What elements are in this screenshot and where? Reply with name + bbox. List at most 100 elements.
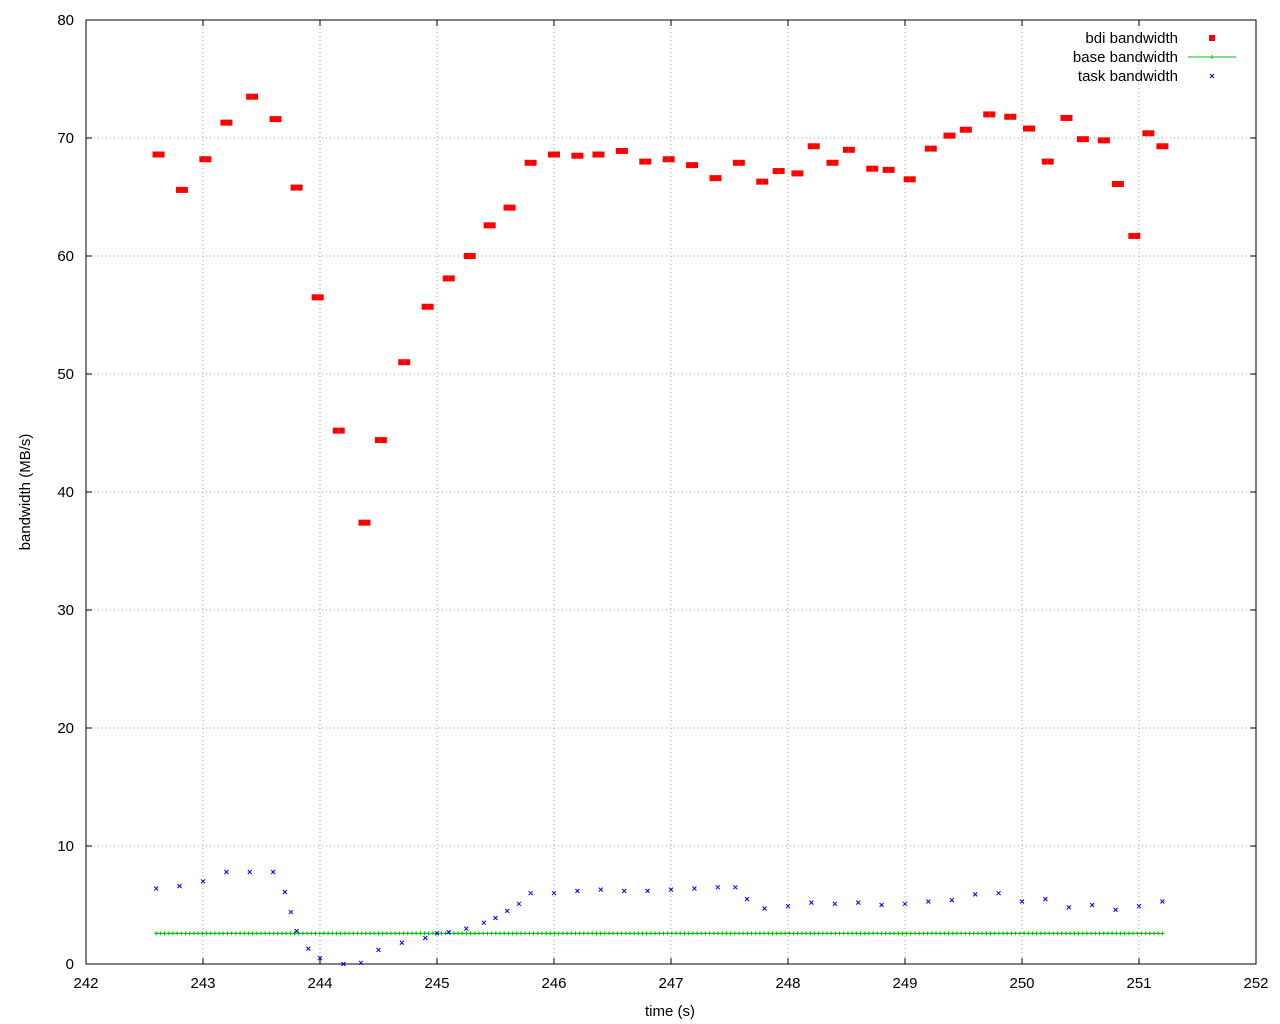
base-bandwidth-point <box>762 931 767 936</box>
base-bandwidth-point <box>300 931 305 936</box>
base-bandwidth-point <box>661 931 666 936</box>
task-bandwidth-point <box>715 884 721 890</box>
data-series <box>152 93 1169 967</box>
base-bandwidth-point <box>795 931 800 936</box>
base-bandwidth-point <box>439 931 444 936</box>
base-bandwidth-point <box>1022 931 1027 936</box>
base-bandwidth-point <box>1076 931 1081 936</box>
bdi-bandwidth-point <box>813 143 820 150</box>
base-bandwidth-point <box>221 931 226 936</box>
bdi-bandwidth-point <box>1111 181 1118 188</box>
bdi-bandwidth-point <box>199 156 206 163</box>
task-bandwidth-point <box>305 946 311 952</box>
base-bandwidth-point <box>477 931 482 936</box>
base-bandwidth-point <box>757 931 762 936</box>
task-bandwidth-point <box>855 900 861 905</box>
base-bandwidth-point <box>246 931 251 936</box>
base-bandwidth-point <box>485 931 490 936</box>
base-bandwidth-point <box>296 931 301 936</box>
bdi-bandwidth-point <box>842 146 849 153</box>
base-bandwidth-point <box>892 931 897 936</box>
base-bandwidth-point <box>183 931 188 936</box>
bdi-bandwidth-point <box>592 151 599 158</box>
base-bandwidth-point <box>1013 931 1018 936</box>
bdi-bandwidth-point <box>1128 232 1135 239</box>
base-bandwidth-point <box>170 931 175 936</box>
base-bandwidth-point <box>988 931 993 936</box>
base-bandwidth-point <box>829 931 834 936</box>
base-bandwidth-point <box>925 931 930 936</box>
bdi-bandwidth-point <box>662 156 669 163</box>
bdi-bandwidth-point <box>554 151 560 158</box>
bdi-bandwidth-point <box>738 159 745 166</box>
task-bandwidth-point <box>358 960 364 966</box>
bdi-bandwidth-point <box>1004 113 1011 120</box>
base-bandwidth-point <box>179 931 184 936</box>
base-bandwidth-point <box>577 931 582 936</box>
task-bandwidth-point <box>668 887 674 893</box>
task-bandwidth-point <box>463 926 469 931</box>
base-bandwidth-point <box>518 931 523 936</box>
bdi-bandwidth-point <box>296 184 303 191</box>
base-bandwidth-point <box>627 931 632 936</box>
base-bandwidth-point <box>460 931 465 936</box>
base-bandwidth-point <box>975 931 980 936</box>
bdi-bandwidth-point <box>1029 125 1036 132</box>
task-bandwidth-point <box>399 940 405 946</box>
bdi-bandwidth-point <box>483 222 490 229</box>
base-bandwidth-point <box>376 931 381 936</box>
base-bandwidth-point <box>279 931 284 936</box>
task-bandwidth-point <box>200 879 206 884</box>
bdi-bandwidth-point <box>509 204 516 211</box>
base-bandwidth-point <box>778 931 783 936</box>
base-bandwidth-point <box>1001 931 1006 936</box>
base-bandwidth-point <box>1051 931 1056 936</box>
base-bandwidth-point <box>388 931 393 936</box>
base-bandwidth-point <box>418 931 423 936</box>
bdi-bandwidth-point <box>246 93 253 100</box>
base-bandwidth-point <box>1126 931 1131 936</box>
base-bandwidth-point <box>238 931 243 936</box>
base-bandwidth-point <box>741 931 746 936</box>
base-bandwidth-point <box>397 931 402 936</box>
bdi-bandwidth-point <box>709 175 716 182</box>
task-bandwidth-legend-marker <box>1209 73 1215 79</box>
base-bandwidth-point <box>334 931 339 936</box>
base-bandwidth-point <box>808 931 813 936</box>
base-bandwidth-point <box>871 931 876 936</box>
base-bandwidth-point <box>523 931 528 936</box>
base-bandwidth-point <box>804 931 809 936</box>
base-bandwidth-point <box>682 931 687 936</box>
base-bandwidth-point <box>946 931 951 936</box>
base-bandwidth-point <box>1055 931 1060 936</box>
x-tick-label: 252 <box>1243 975 1268 992</box>
y-tick-label: 80 <box>57 12 74 29</box>
base-bandwidth-point <box>456 931 461 936</box>
base-bandwidth-point <box>380 931 385 936</box>
base-bandwidth-point <box>342 931 347 936</box>
bdi-bandwidth-point <box>364 519 371 526</box>
base-bandwidth-point <box>674 931 679 936</box>
base-bandwidth-point <box>242 931 247 936</box>
bdi-bandwidth-point <box>152 151 159 158</box>
base-bandwidth-point <box>363 931 368 936</box>
task-bandwidth-point <box>376 947 381 953</box>
y-tick-label: 30 <box>57 602 74 619</box>
task-bandwidth-point <box>1066 905 1072 910</box>
base-bandwidth-point <box>1009 931 1014 936</box>
task-bandwidth-point <box>832 901 838 907</box>
base-bandwidth-point <box>636 931 641 936</box>
base-bandwidth-point <box>745 931 750 936</box>
bdi-bandwidth-point <box>807 143 814 150</box>
legend-entry-label: task bandwidth <box>1078 68 1178 85</box>
task-bandwidth-point <box>809 900 814 905</box>
base-bandwidth-point <box>430 931 435 936</box>
bdi-bandwidth-point <box>778 168 785 175</box>
base-bandwidth-point <box>887 931 892 936</box>
y-tick-label: 10 <box>57 838 74 855</box>
bdi-bandwidth-point <box>398 359 405 366</box>
bdi-bandwidth-point <box>645 158 652 165</box>
base-bandwidth-point <box>653 931 658 936</box>
base-bandwidth-point <box>984 931 989 936</box>
base-bandwidth-point <box>267 931 272 936</box>
